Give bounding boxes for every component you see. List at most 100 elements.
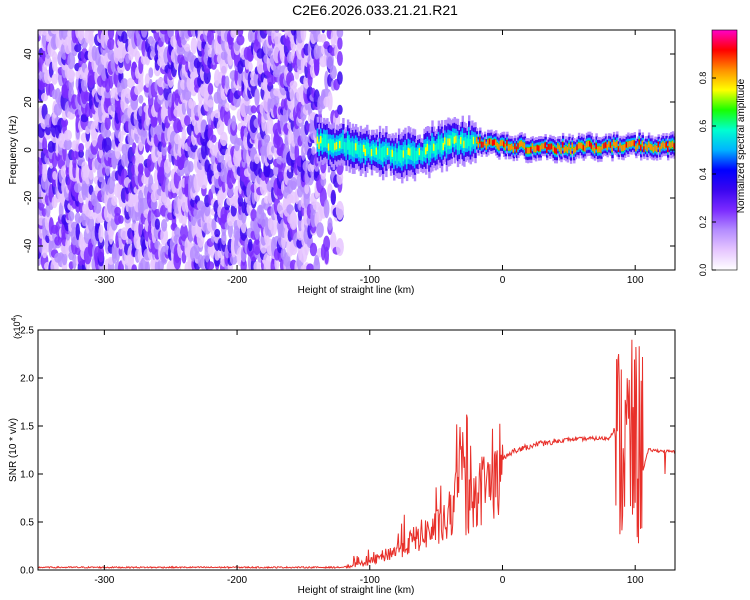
heatmap-cell: [351, 141, 355, 157]
heatmap-cell: [523, 143, 527, 150]
heatmap-cell: [148, 67, 154, 78]
heatmap-cell: [335, 238, 344, 256]
heatmap-cell: [429, 145, 433, 158]
heatmap-cell: [595, 143, 598, 150]
heatmap-cell: [93, 202, 102, 214]
heatmap-cell: [638, 139, 641, 146]
heatmap-cell: [389, 149, 393, 162]
heatmap-x-ticks: -300 -200 -100 0 100: [94, 30, 644, 286]
heatmap-cell: [160, 226, 169, 246]
heatmap-cell: [563, 147, 566, 153]
heatmap-cell: [624, 144, 627, 150]
heatmap-cells: [38, 30, 675, 270]
heatmap-cell: [630, 140, 633, 147]
heatmap-cell: [663, 143, 667, 149]
heatmap-cell: [289, 176, 298, 190]
heatmap-cell: [385, 143, 388, 160]
heatmap-cell: [240, 219, 247, 234]
snr-line-path: [38, 339, 675, 570]
heatmap-cell: [482, 141, 485, 148]
heatmap-cell: [555, 148, 558, 155]
heatmap-cell: [552, 145, 555, 152]
heatmap-cell: [582, 144, 585, 151]
heatmap-cell: [495, 140, 498, 146]
heatmap-cell: [673, 143, 675, 149]
heatmap-cell: [367, 143, 370, 155]
heatmap-cell: [471, 135, 474, 148]
heatmap-cell: [577, 142, 581, 149]
snr-scale-note: (x104): [11, 315, 22, 339]
heatmap-cell: [190, 37, 198, 55]
heatmap-cell: [581, 143, 584, 149]
heatmap-cell: [214, 228, 221, 238]
heatmap-cell: [612, 139, 616, 146]
heatmap-cell: [506, 140, 509, 146]
heatmap-cell: [448, 138, 452, 146]
heatmap-cell: [140, 30, 148, 38]
heatmap-cell: [292, 124, 301, 138]
heatmap-cell: [359, 143, 363, 159]
heatmap-cell: [329, 65, 337, 80]
heatmap-cell: [528, 147, 531, 154]
heatmap-cell: [619, 142, 622, 149]
heatmap-cell: [386, 147, 390, 155]
heatmap-cell: [542, 143, 546, 150]
heatmap-cell: [337, 104, 343, 115]
y-tick-label: -20: [23, 190, 34, 205]
heatmap-cell: [383, 145, 386, 158]
heatmap-cell: [323, 199, 330, 219]
colorbar-gradient: [712, 30, 737, 270]
heatmap-cell: [426, 143, 429, 151]
heatmap-cell: [561, 141, 565, 148]
heatmap-cell: [633, 140, 636, 147]
y-tick-label: 0.0: [20, 566, 34, 577]
heatmap-cell: [507, 144, 511, 151]
heatmap-cell: [138, 94, 144, 104]
heatmap-cell: [336, 30, 344, 38]
heatmap-cell: [590, 143, 593, 149]
heatmap-cell: [417, 148, 420, 161]
heatmap-cell: [469, 139, 472, 151]
heatmap-cell: [107, 38, 115, 50]
heatmap-cell: [87, 211, 95, 220]
colorbar-frame: [711, 29, 738, 271]
heatmap-cell: [393, 150, 396, 165]
heatmap-cell: [231, 115, 237, 131]
heatmap-ylabel: Frequency (Hz): [8, 116, 19, 185]
heatmap-cell: [184, 115, 191, 127]
heatmap-cell: [350, 142, 353, 155]
heatmap-cell: [336, 51, 343, 66]
x-tick-label: 100: [627, 275, 644, 286]
heatmap-cell: [442, 142, 445, 151]
heatmap-cell: [445, 137, 449, 154]
heatmap-cell: [464, 136, 468, 149]
heatmap-cell: [237, 30, 244, 37]
heatmap-cell: [431, 138, 434, 154]
heatmap-cell: [420, 150, 423, 161]
heatmap-cell: [356, 141, 359, 155]
heatmap-cell: [118, 130, 124, 143]
heatmap-cell: [181, 251, 187, 264]
colorbar-ticks: 0.0 0.2 0.4 0.6 0.8: [698, 72, 716, 276]
heatmap-cell: [326, 51, 334, 70]
heatmap-cell: [378, 143, 382, 159]
heatmap-cell: [354, 143, 358, 151]
heatmap-cell: [404, 144, 407, 160]
heatmap-cell: [479, 137, 482, 144]
heatmap-cell: [432, 143, 436, 151]
heatmap-cell: [670, 142, 673, 149]
heatmap-cell: [665, 141, 668, 148]
heatmap-cell: [206, 261, 215, 270]
heatmap-cell: [216, 119, 225, 136]
heatmap-cell: [120, 78, 129, 90]
heatmap-cell: [98, 224, 104, 243]
heatmap-cell: [103, 89, 112, 99]
heatmap-cell: [606, 144, 609, 151]
heatmap-cell: [67, 52, 76, 70]
heatmap-cell: [330, 189, 336, 205]
heatmap-cell: [512, 146, 515, 153]
heatmap-cell: [483, 139, 487, 146]
heatmap-cell: [649, 144, 652, 150]
heatmap-cell: [609, 142, 613, 148]
heatmap-cell: [622, 145, 625, 151]
